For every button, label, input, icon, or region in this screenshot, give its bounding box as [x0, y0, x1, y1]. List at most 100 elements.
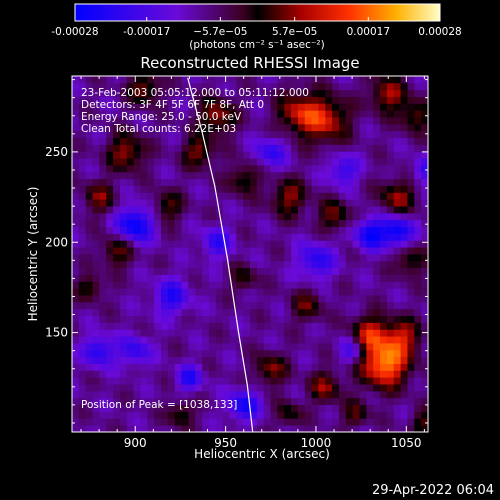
heatmap-cell [195, 390, 203, 399]
heatmap-cell [222, 288, 230, 296]
heatmap-cell [256, 418, 265, 426]
heatmap-cell [154, 377, 162, 385]
heatmap-cell [208, 199, 217, 207]
heatmap-cell [284, 89, 292, 97]
heatmap-cell [140, 356, 148, 364]
heatmap-cell [393, 192, 402, 200]
heatmap-cell [263, 370, 271, 378]
heatmap-cell [119, 130, 128, 139]
heatmap-cell [167, 158, 176, 166]
heatmap-cell [345, 110, 354, 118]
heatmap-cell [195, 397, 203, 406]
heatmap-cell [174, 185, 182, 193]
heatmap-cell [222, 76, 230, 84]
heatmap-cell [181, 82, 189, 91]
heatmap-cell [215, 185, 224, 193]
heatmap-cell [393, 247, 402, 255]
heatmap-cell [256, 254, 265, 262]
heatmap-cell [113, 274, 121, 282]
heatmap-cell [386, 212, 395, 221]
heatmap-cell [140, 363, 148, 371]
heatmap-cell [256, 219, 265, 228]
heatmap-cell [318, 96, 326, 104]
heatmap-cell [386, 281, 395, 289]
heatmap-cell [393, 336, 402, 344]
colorbar-tick-label: 5.7e−05 [272, 26, 317, 38]
heatmap-cell [407, 288, 415, 296]
heatmap-cell [345, 356, 354, 364]
heatmap-cell [133, 199, 141, 207]
heatmap-cell [256, 110, 265, 118]
heatmap-cell [421, 418, 428, 426]
heatmap-cell [414, 151, 422, 159]
heatmap-cell [366, 404, 374, 412]
heatmap-cell [236, 425, 244, 432]
heatmap-cell [243, 192, 251, 200]
heatmap-cell [393, 274, 402, 282]
heatmap-cell [366, 76, 374, 84]
heatmap-cell [250, 76, 258, 84]
heatmap-cell [78, 82, 87, 91]
heatmap-cell [352, 274, 360, 282]
heatmap-cell [78, 151, 87, 159]
heatmap-cell [85, 315, 93, 323]
heatmap-cell [215, 281, 224, 289]
heatmap-cell [181, 397, 189, 406]
heatmap-cell [181, 254, 189, 262]
heatmap-cell [174, 199, 182, 207]
heatmap-cell [400, 240, 408, 248]
heatmap-cell [400, 425, 408, 432]
heatmap-cell [85, 308, 93, 317]
heatmap-cell [181, 130, 189, 139]
heatmap-cell [352, 288, 360, 296]
heatmap-cell [339, 260, 347, 269]
heatmap-cell [99, 89, 107, 97]
heatmap-cell [250, 425, 258, 432]
heatmap-cell [284, 199, 292, 207]
heatmap-cell [250, 247, 258, 255]
heatmap-cell [421, 240, 428, 248]
heatmap-cell [386, 76, 395, 84]
heatmap-cell [229, 226, 237, 234]
heatmap-cell [297, 411, 306, 419]
heatmap-cell [72, 377, 80, 385]
heatmap-cell [181, 329, 189, 337]
heatmap-cell [72, 349, 80, 358]
heatmap-cell [277, 343, 285, 351]
heatmap-cell [277, 206, 285, 214]
heatmap-cell [140, 76, 148, 84]
heatmap-cell [250, 336, 258, 344]
heatmap-cell [167, 377, 176, 385]
heatmap-cell [393, 418, 402, 426]
heatmap-cell [126, 178, 135, 186]
heatmap-cell [332, 370, 340, 378]
heatmap-cell [195, 322, 203, 330]
heatmap-cell [133, 404, 141, 412]
colorbar-ticks: -0.00028 -0.00017 −5.7e−05 5.7e−05 0.00017 0.… [51, 17, 462, 38]
heatmap-cell [99, 233, 107, 241]
heatmap-cell [380, 96, 388, 104]
heatmap-cell [332, 363, 340, 371]
heatmap-cell [386, 158, 395, 166]
heatmap-cell [202, 185, 210, 193]
heatmap-cell [345, 329, 354, 337]
heatmap-cell [386, 89, 395, 97]
heatmap-cell [78, 144, 87, 152]
heatmap-cell [380, 329, 388, 337]
heatmap-cell [393, 260, 402, 269]
heatmap-cell [99, 110, 107, 118]
heatmap-cell [414, 411, 422, 419]
heatmap-cell [284, 158, 292, 166]
heatmap-cell [373, 123, 381, 132]
heatmap-cell [414, 199, 422, 207]
heatmap-cell [332, 130, 340, 139]
heatmap-cell [393, 165, 402, 173]
heatmap-cell [339, 411, 347, 419]
heatmap-cell [154, 411, 162, 419]
heatmap-cell [126, 199, 135, 207]
heatmap-cell [414, 144, 422, 152]
heatmap-cell [421, 336, 428, 344]
heatmap-cell [414, 295, 422, 303]
heatmap-cell [297, 247, 306, 255]
heatmap-cell [380, 226, 388, 234]
